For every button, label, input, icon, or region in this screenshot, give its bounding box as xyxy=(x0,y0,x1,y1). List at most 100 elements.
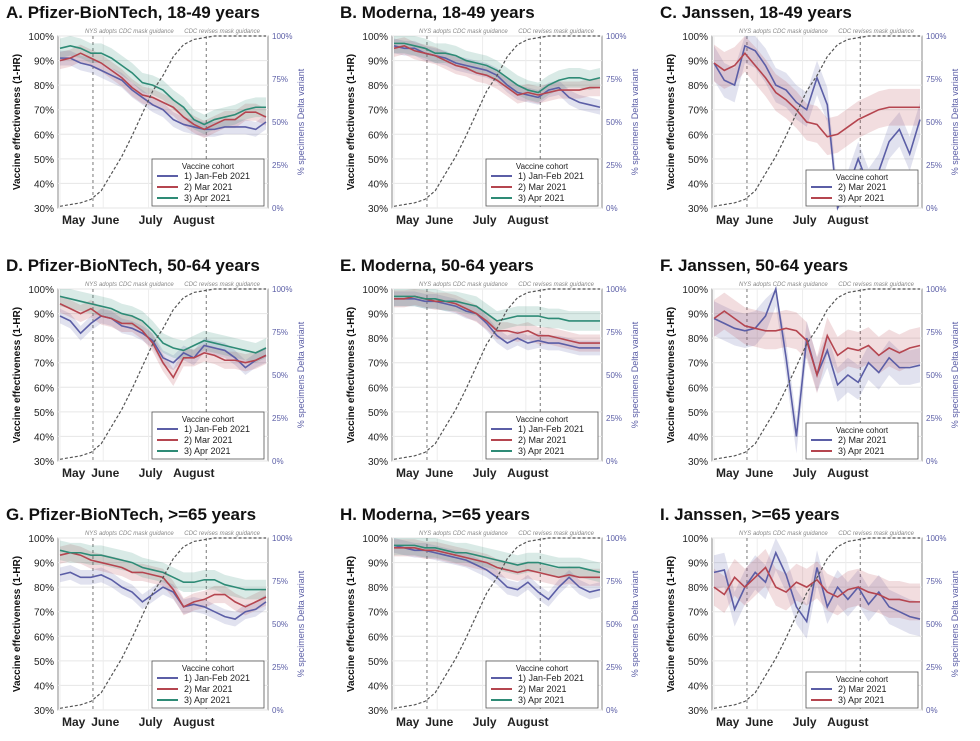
y-tick-right: 100% xyxy=(272,285,292,294)
y-tick-right: 75% xyxy=(272,328,288,337)
y-tick-right: 25% xyxy=(926,663,942,672)
y-axis-label-right: % specimens Delta variant xyxy=(296,68,306,175)
annotation-nys: NYS adopts CDC mask guidance xyxy=(85,531,174,537)
legend-entry: 3) Apr 2021 xyxy=(838,193,885,203)
y-tick-left: 40% xyxy=(688,681,708,692)
y-tick-left: 30% xyxy=(688,706,708,717)
x-tick-label: June xyxy=(91,213,119,227)
series-line xyxy=(713,51,920,138)
x-tick-label: May xyxy=(396,466,420,480)
confidence-band xyxy=(714,538,920,639)
x-tick-label: August xyxy=(827,466,868,480)
y-tick-left: 50% xyxy=(688,657,708,668)
x-tick-label: July xyxy=(473,715,497,729)
delta-variant-line xyxy=(59,35,266,207)
y-tick-left: 30% xyxy=(34,204,54,215)
panel-4: D. Pfizer-BioNTech, 50-64 years 30% 40% 50%… xyxy=(6,256,306,480)
y-tick-right: 50% xyxy=(926,118,942,127)
y-tick-right: 100% xyxy=(926,534,946,543)
x-tick-label: May xyxy=(396,715,420,729)
y-tick-right: 50% xyxy=(272,371,288,380)
legend-title: Vaccine cohort xyxy=(836,173,889,182)
legend-entry: 2) Mar 2021 xyxy=(838,684,887,694)
y-tick-right: 75% xyxy=(606,577,622,586)
series-line xyxy=(394,544,601,574)
annotation-cdc: CDC revises mask guidance xyxy=(518,531,594,537)
y-tick-left: 50% xyxy=(688,155,708,166)
y-tick-right: 100% xyxy=(606,285,626,294)
legend-entry: 1) Jan-Feb 2021 xyxy=(518,424,584,434)
y-tick-right: 75% xyxy=(272,75,288,84)
y-tick-left: 80% xyxy=(368,81,388,92)
legend-entry: 1) Jan-Feb 2021 xyxy=(184,673,250,683)
panel-title: C. Janssen, 18-49 years xyxy=(660,3,852,22)
panel-7: G. Pfizer-BioNTech, >=65 years 30% 40% 50% 6… xyxy=(6,505,306,729)
y-tick-left: 80% xyxy=(688,81,708,92)
y-tick-right: 50% xyxy=(926,371,942,380)
series-line xyxy=(59,315,267,369)
y-tick-right: 25% xyxy=(606,161,622,170)
y-tick-left: 40% xyxy=(34,432,54,443)
annotation-cdc: CDC revises mask guidance xyxy=(518,29,594,35)
y-tick-left: 50% xyxy=(34,408,54,419)
y-tick-left: 100% xyxy=(28,285,54,296)
confidence-band xyxy=(714,292,920,394)
y-tick-left: 80% xyxy=(368,334,388,345)
panel-title: G. Pfizer-BioNTech, >=65 years xyxy=(6,505,256,524)
y-tick-left: 30% xyxy=(368,204,388,215)
y-axis-label-right: % specimens Delta variant xyxy=(950,570,960,677)
y-tick-left: 80% xyxy=(368,583,388,594)
y-tick-left: 100% xyxy=(682,32,708,43)
y-tick-left: 60% xyxy=(34,383,54,394)
y-tick-left: 30% xyxy=(688,457,708,468)
x-tick-label: July xyxy=(793,213,817,227)
y-tick-right: 0% xyxy=(272,706,284,715)
y-axis-label-left: Vaccine effectiveness (1-HR) xyxy=(346,307,357,443)
legend-box xyxy=(805,169,919,207)
x-tick-label: August xyxy=(507,715,548,729)
y-tick-right: 75% xyxy=(272,577,288,586)
panel-2: B. Moderna, 18-49 years 30% 40% 50% 60% 70% 80… xyxy=(340,3,640,227)
series-line xyxy=(393,44,600,96)
confidence-band xyxy=(60,540,266,600)
y-tick-right: 50% xyxy=(272,118,288,127)
y-tick-left: 80% xyxy=(34,81,54,92)
y-axis-label-right: % specimens Delta variant xyxy=(630,570,640,677)
annotation-nys: NYS adopts CDC mask guidance xyxy=(739,282,828,288)
y-tick-left: 70% xyxy=(688,608,708,619)
y-tick-right: 25% xyxy=(606,663,622,672)
y-tick-left: 50% xyxy=(368,408,388,419)
x-tick-label: August xyxy=(507,213,548,227)
y-tick-right: 0% xyxy=(926,457,938,466)
x-tick-label: August xyxy=(827,715,868,729)
legend-entry: 2) Mar 2021 xyxy=(518,182,567,192)
y-tick-left: 60% xyxy=(34,632,54,643)
annotation-nys: NYS adopts CDC mask guidance xyxy=(85,29,174,35)
annotation-nys: NYS adopts CDC mask guidance xyxy=(739,531,828,537)
y-tick-left: 60% xyxy=(368,383,388,394)
y-axis-label-left: Vaccine effectiveness (1-HR) xyxy=(12,307,23,443)
y-tick-left: 100% xyxy=(682,285,708,296)
y-tick-left: 90% xyxy=(368,559,388,570)
y-tick-left: 40% xyxy=(368,432,388,443)
x-tick-label: May xyxy=(716,466,740,480)
legend-entry: 1) Jan-Feb 2021 xyxy=(184,171,250,181)
y-tick-right: 0% xyxy=(272,457,284,466)
legend-entry: 3) Apr 2021 xyxy=(184,695,231,705)
y-tick-right: 0% xyxy=(606,204,618,213)
delta-variant-line xyxy=(393,537,600,709)
legend-entry: 2) Mar 2021 xyxy=(518,435,567,445)
annotation-cdc: CDC revises mask guidance xyxy=(184,531,260,537)
series-line xyxy=(713,550,921,624)
y-axis-label-left: Vaccine effectiveness (1-HR) xyxy=(666,307,677,443)
y-tick-right: 25% xyxy=(926,161,942,170)
y-tick-right: 100% xyxy=(606,32,626,41)
panel-title: F. Janssen, 50-64 years xyxy=(660,256,848,275)
y-tick-right: 50% xyxy=(926,620,942,629)
y-tick-left: 40% xyxy=(688,179,708,190)
y-tick-right: 50% xyxy=(606,118,622,127)
x-tick-label: August xyxy=(173,213,214,227)
y-tick-left: 40% xyxy=(34,179,54,190)
series-line xyxy=(59,45,266,126)
